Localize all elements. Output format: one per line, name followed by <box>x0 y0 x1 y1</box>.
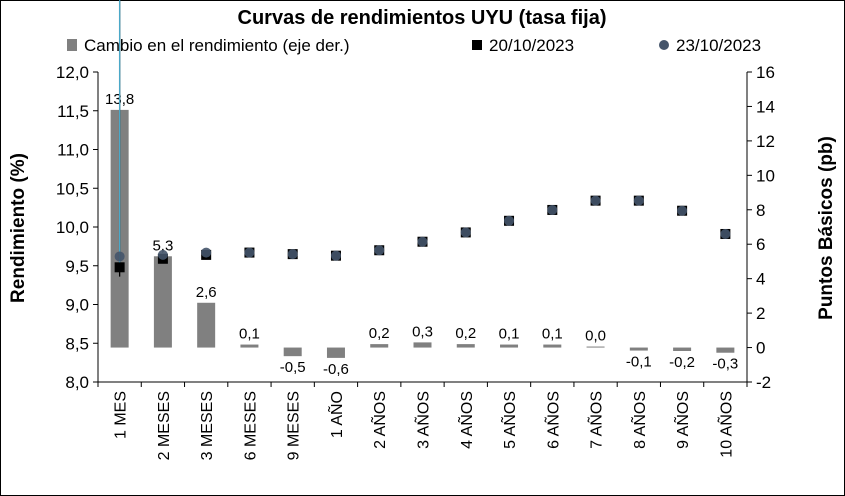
legend-label: 23/10/2023 <box>676 36 761 55</box>
y-tick-label-left: 12,0 <box>56 63 89 82</box>
y-tick-label-right: 8 <box>756 201 765 220</box>
bar <box>197 302 216 348</box>
point-circle <box>720 228 731 239</box>
legend-swatch-circle <box>659 40 669 50</box>
bar-data-label: 0,2 <box>455 325 476 342</box>
bar <box>586 346 605 348</box>
point-circle <box>157 249 168 260</box>
y-tick-label-left: 8,5 <box>65 334 89 353</box>
y-tick-label-right: 2 <box>756 304 765 323</box>
x-tick-label: 9 MESES <box>286 391 303 460</box>
legend-label: Cambio en el rendimiento (eje der.) <box>84 36 350 55</box>
point-circle <box>374 245 385 256</box>
y-axis-title-left: Rendimiento (%) <box>8 153 29 303</box>
x-tick-label: 4 AÑOS <box>456 391 476 449</box>
bar <box>673 347 692 351</box>
y-tick-label-right: 12 <box>756 132 775 151</box>
y-tick-label-left: 8,0 <box>65 373 89 392</box>
bar <box>413 342 432 348</box>
x-tick-label: 10 AÑOS <box>715 391 735 458</box>
bar-data-label: 0,1 <box>239 326 260 343</box>
y-tick-label-left: 11,5 <box>57 102 89 121</box>
x-tick-label: 6 MESES <box>242 391 259 460</box>
point-circle <box>677 205 688 216</box>
bar <box>326 347 345 358</box>
x-tick-label: 3 AÑOS <box>413 391 433 449</box>
bar-data-label: -0,1 <box>626 354 652 371</box>
point-square <box>114 262 125 273</box>
y-axis-title-right: Puntos Básicos (pb) <box>816 136 837 320</box>
bar <box>629 347 648 351</box>
legend-swatch-bar <box>67 39 77 51</box>
y-tick-label-right: -2 <box>756 373 771 392</box>
x-tick-label: 6 AÑOS <box>542 391 562 449</box>
legend-label: 20/10/2023 <box>489 36 574 55</box>
y-tick-label-right: 16 <box>756 63 775 82</box>
x-tick-label: 2 MESES <box>156 391 173 460</box>
y-tick-label-left: 11,0 <box>57 141 89 160</box>
y-tick-label-right: 0 <box>756 339 765 358</box>
bar <box>456 344 475 348</box>
bar <box>543 344 562 348</box>
bar <box>240 344 259 348</box>
bar-data-label: -0,5 <box>280 359 306 376</box>
y-tick-label-right: 14 <box>756 97 775 116</box>
point-circle <box>417 236 428 247</box>
x-tick-label: 7 AÑOS <box>586 391 606 449</box>
bar <box>283 347 302 357</box>
bar <box>500 344 519 348</box>
y-tick-label-left: 10,5 <box>56 179 89 198</box>
y-tick-label-left: 9,0 <box>65 296 89 315</box>
x-tick-label: 1 AÑO <box>326 391 346 438</box>
point-circle <box>460 227 471 238</box>
y-tick-label-right: 6 <box>756 235 765 254</box>
point-circle <box>504 215 515 226</box>
bar-data-label: 0,3 <box>412 323 433 340</box>
point-circle <box>590 195 601 206</box>
bar-data-label: 0,1 <box>499 326 520 343</box>
chart-title: Curvas de rendimientos UYU (tasa fija) <box>238 7 607 29</box>
x-tick-label: 8 AÑOS <box>629 391 649 449</box>
legend-swatch-square <box>472 40 482 50</box>
bar <box>716 347 735 353</box>
x-tick-label: 1 MES <box>113 391 130 439</box>
bar-data-label: 2,6 <box>196 284 217 301</box>
point-circle <box>547 204 558 215</box>
y-tick-label-left: 9,5 <box>65 257 89 276</box>
bar-data-label: 0,0 <box>585 328 606 345</box>
point-circle <box>287 249 298 260</box>
point-circle <box>114 251 125 262</box>
point-circle <box>244 247 255 258</box>
bar-data-label: 0,2 <box>369 325 390 342</box>
bar-data-label: 0,1 <box>542 326 563 343</box>
bar-data-label: -0,2 <box>669 354 695 371</box>
y-tick-label-right: 10 <box>756 166 775 185</box>
x-tick-label: 2 AÑOS <box>369 391 389 449</box>
point-circle <box>201 247 212 258</box>
bar-data-label: -0,6 <box>323 361 349 378</box>
x-tick-label: 3 MESES <box>199 391 216 460</box>
bar <box>370 344 389 348</box>
y-tick-label-left: 10,0 <box>56 218 89 237</box>
bar-data-label: -0,3 <box>712 356 738 373</box>
bar-data-label: 5,3 <box>152 237 173 254</box>
x-tick-label: 5 AÑOS <box>499 391 519 449</box>
point-circle <box>633 195 644 206</box>
y-tick-label-right: 4 <box>756 270 765 289</box>
point-circle <box>330 250 341 261</box>
x-tick-label: 9 AÑOS <box>672 391 692 449</box>
bar <box>153 256 172 348</box>
